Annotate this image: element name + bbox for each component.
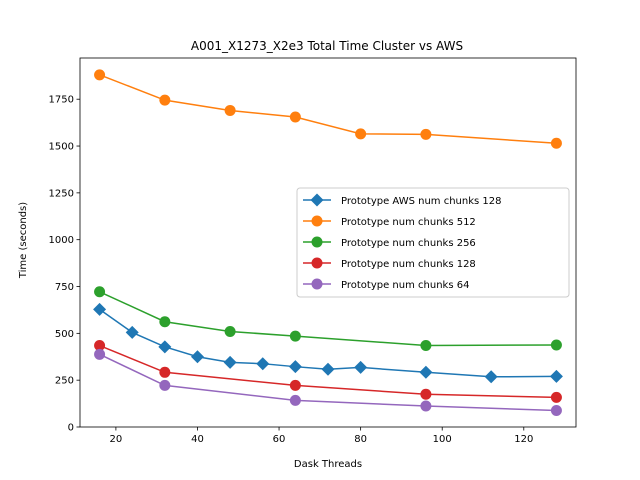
data-point (321, 362, 335, 376)
data-point (289, 394, 301, 406)
data-point (289, 111, 301, 123)
y-tick-label: 0 (68, 423, 74, 434)
data-point (93, 302, 107, 316)
legend-item: Prototype AWS num chunks 128 (303, 193, 502, 207)
y-tick-label: 1250 (49, 188, 74, 199)
y-tick-label: 1500 (49, 142, 74, 153)
data-point (420, 128, 432, 140)
axes: 20 40 60 80 100 120 0 250 500 750 1000 1250 1500 1750 (49, 57, 577, 445)
plot-area (93, 69, 563, 417)
data-point (94, 348, 106, 360)
x-tick-label: 80 (354, 434, 367, 445)
data-point (420, 400, 432, 412)
data-point (550, 391, 562, 403)
data-point (159, 379, 171, 391)
y-tick-label: 750 (55, 282, 74, 293)
x-axis-label: Dask Threads (294, 459, 362, 470)
data-point (159, 316, 171, 328)
data-point (550, 137, 562, 149)
chart-title: A001_X1273_X2e3 Total Time Cluster vs AW… (191, 39, 463, 53)
legend-label: Prototype num chunks 512 (341, 217, 476, 228)
data-point (224, 104, 236, 116)
data-point (420, 388, 432, 400)
data-point (420, 340, 432, 352)
legend-marker (311, 215, 323, 227)
legend: Prototype AWS num chunks 128 Prototype nu… (296, 187, 570, 298)
data-point (289, 330, 301, 342)
series-line (99, 74, 557, 144)
x-tick-label: 100 (433, 434, 452, 445)
legend-label: Prototype num chunks 256 (341, 238, 476, 249)
data-point (159, 366, 171, 378)
data-point (288, 360, 302, 374)
x-tick-label: 60 (273, 434, 286, 445)
series-line (99, 291, 557, 347)
y-tick-label: 500 (55, 329, 74, 340)
data-point (550, 339, 562, 351)
data-point (223, 355, 237, 369)
data-point (125, 325, 139, 339)
data-point (419, 365, 433, 379)
legend-item: Prototype num chunks 128 (303, 257, 476, 270)
series-line (99, 308, 557, 378)
legend-marker (310, 193, 324, 207)
legend-label: Prototype num chunks 64 (341, 280, 469, 291)
data-point (256, 357, 270, 371)
y-axis-label: Time (seconds) (18, 202, 29, 279)
legend-marker (311, 236, 323, 248)
legend-label: Prototype AWS num chunks 128 (341, 196, 502, 207)
data-point (94, 286, 106, 298)
legend-marker (311, 278, 323, 290)
data-point (94, 69, 106, 81)
y-tick-label: 1000 (49, 235, 74, 246)
legend-item: Prototype num chunks 64 (303, 278, 469, 291)
legend-item: Prototype num chunks 512 (303, 215, 476, 228)
data-point (549, 369, 563, 383)
legend-label: Prototype num chunks 128 (341, 259, 476, 270)
data-point (355, 128, 367, 140)
legend-marker (311, 257, 323, 269)
data-point (484, 370, 498, 384)
y-tick-label: 1750 (49, 95, 74, 106)
legend-item: Prototype num chunks 256 (303, 236, 476, 249)
data-point (158, 340, 172, 354)
data-point (224, 325, 236, 337)
x-tick-label: 120 (514, 434, 533, 445)
data-point (354, 360, 368, 374)
y-tick-label: 250 (55, 376, 74, 387)
x-tick-label: 40 (191, 434, 204, 445)
data-point (550, 405, 562, 417)
axes-frame (79, 57, 577, 428)
legend-box (296, 187, 570, 298)
data-point (190, 350, 204, 364)
data-point (94, 340, 106, 352)
x-tick-label: 20 (110, 434, 123, 445)
data-point (289, 379, 301, 391)
data-point (159, 94, 171, 106)
